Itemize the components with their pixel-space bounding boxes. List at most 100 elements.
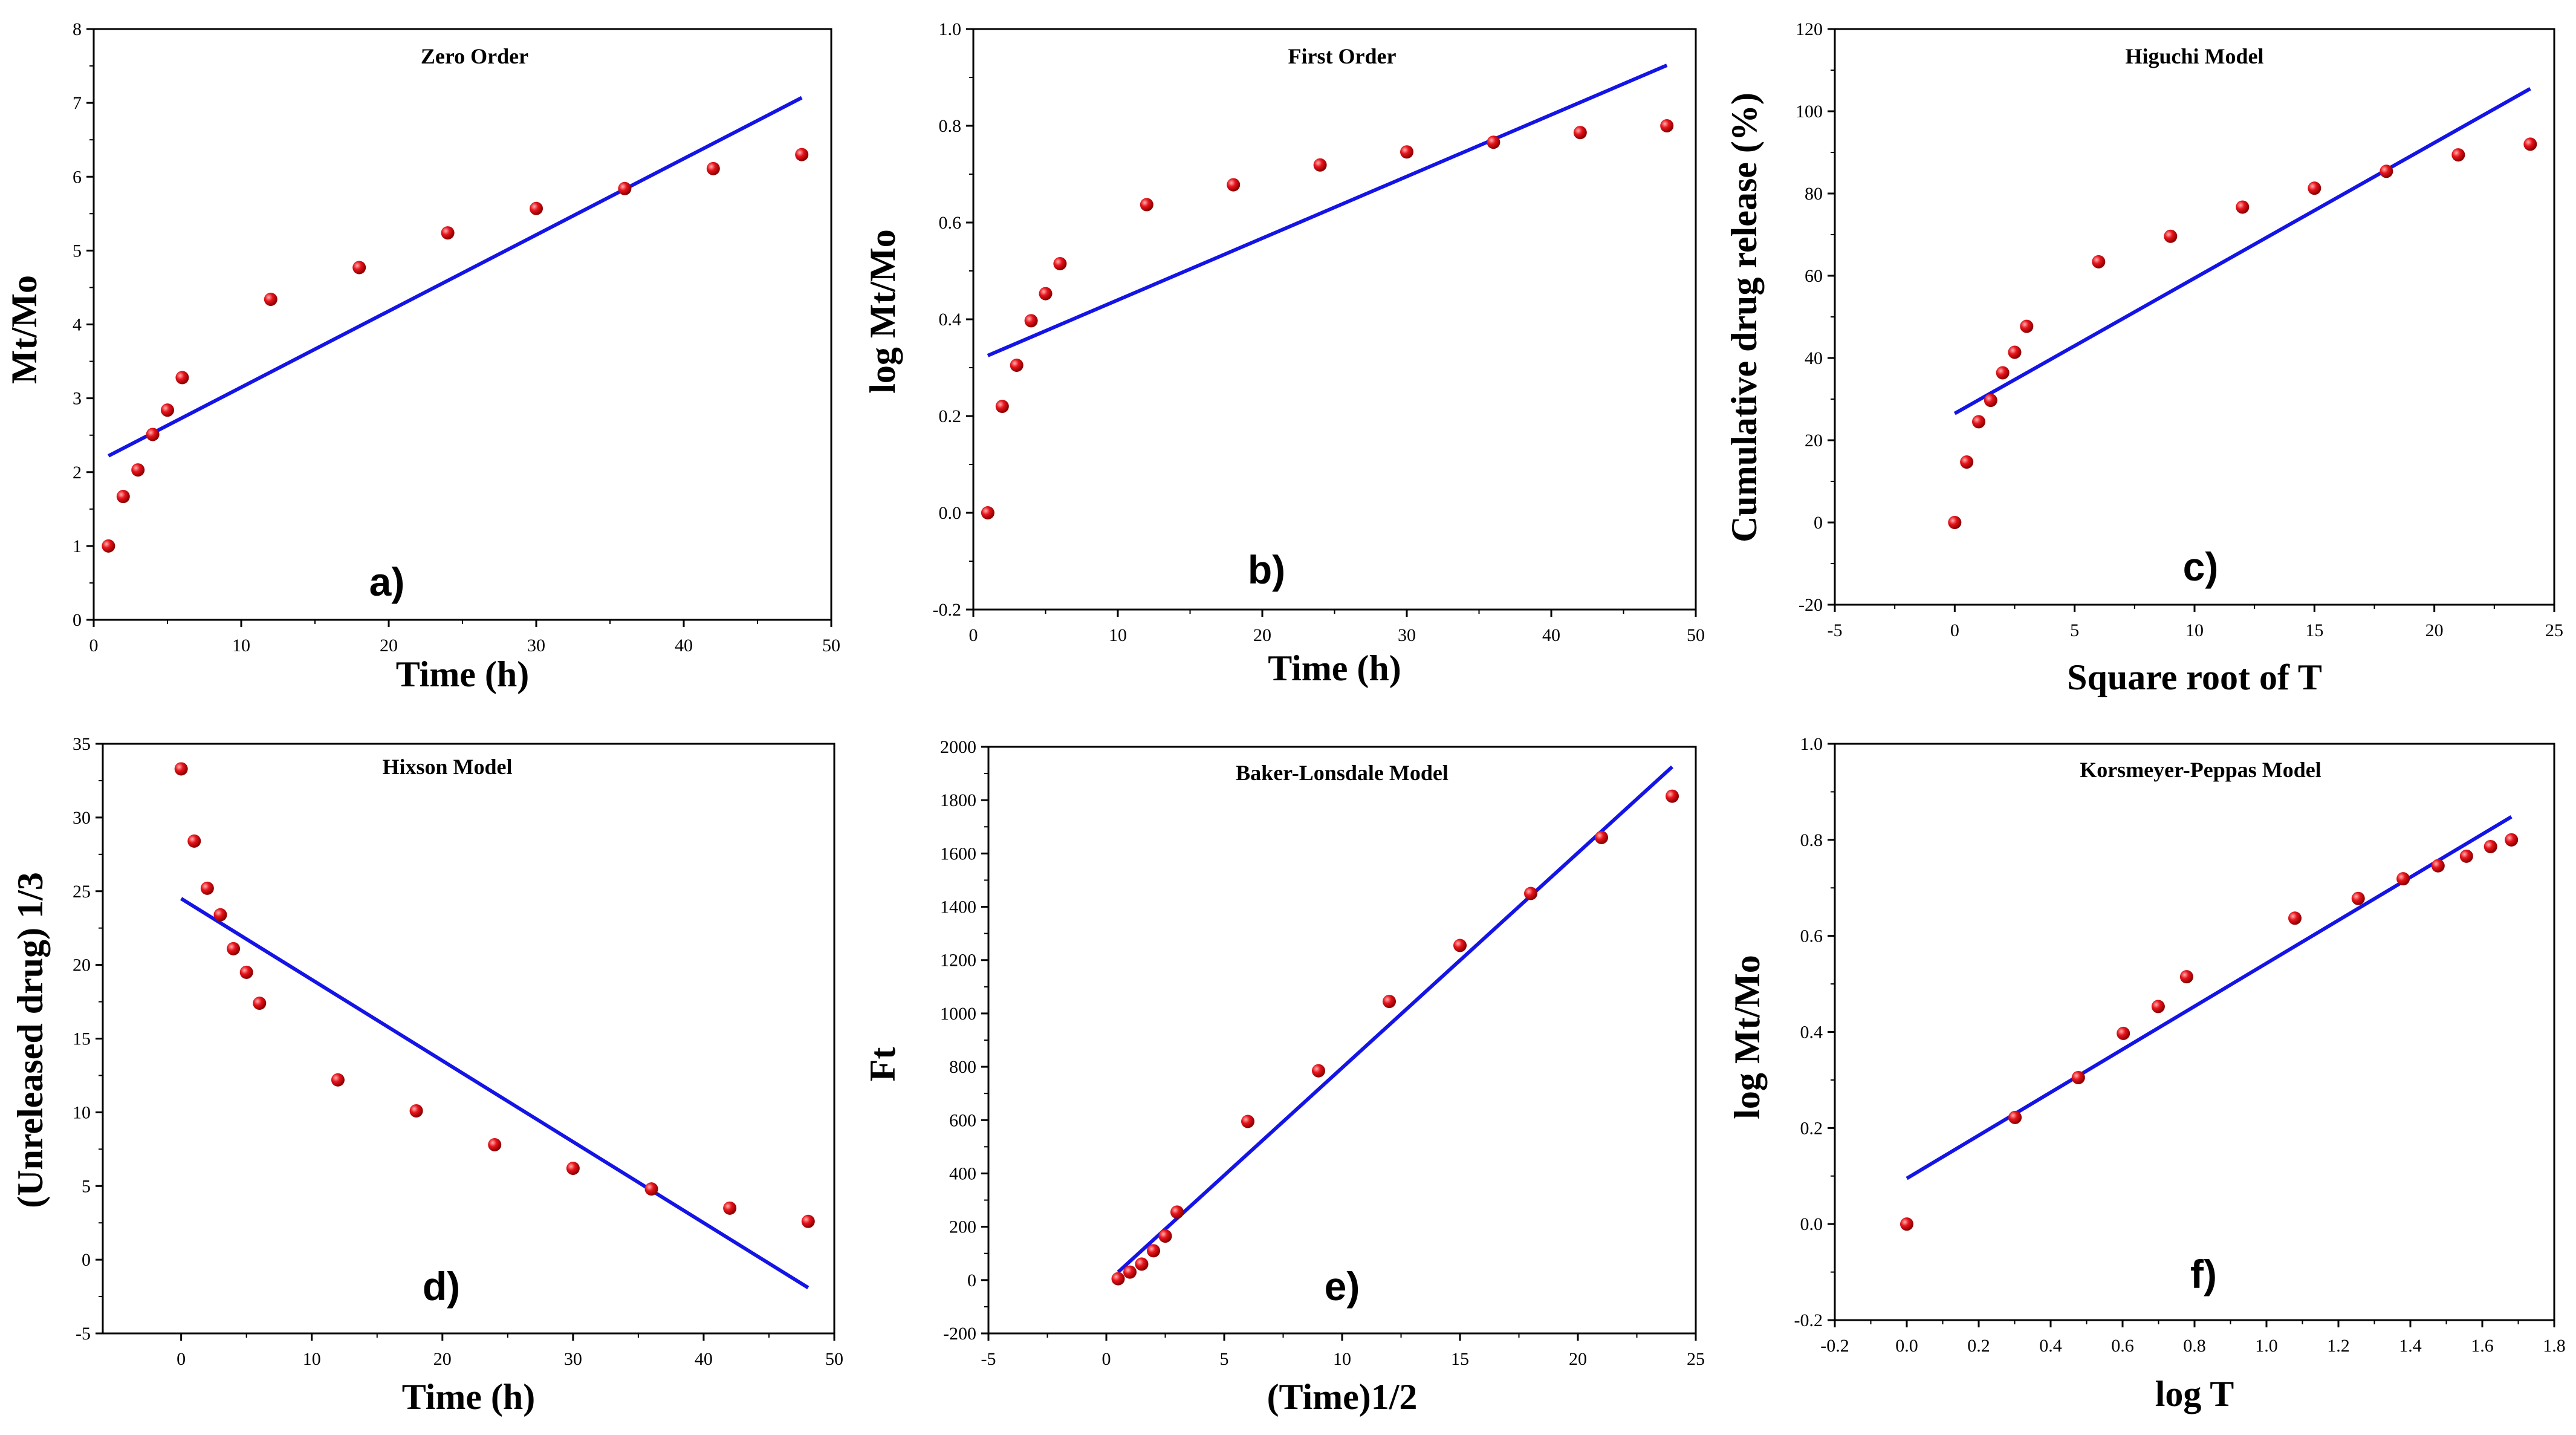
data-point bbox=[2351, 891, 2365, 905]
y-tick-label: 1600 bbox=[940, 844, 976, 864]
data-point bbox=[566, 1162, 580, 1175]
y-axis-title: (Unreleased drug) 1/3 bbox=[10, 872, 50, 1208]
data-point bbox=[2236, 200, 2250, 214]
x-tick-label: 0 bbox=[969, 625, 978, 645]
plot-frame bbox=[102, 743, 835, 1335]
y-tick-label: 600 bbox=[949, 1110, 976, 1130]
data-point bbox=[618, 181, 632, 195]
x-axis-title: Time (h) bbox=[396, 654, 530, 694]
data-point bbox=[1111, 1272, 1125, 1286]
x-tick-label: 0.4 bbox=[2039, 1336, 2062, 1356]
data-point bbox=[352, 261, 366, 275]
x-tick-label: 40 bbox=[695, 1349, 713, 1369]
data-point bbox=[2092, 255, 2106, 268]
panel-title: Korsmeyer-Peppas Model bbox=[2080, 758, 2321, 782]
y-tick-label: 0.6 bbox=[1800, 926, 1823, 946]
x-tick-label: 0 bbox=[1102, 1349, 1111, 1369]
y-tick-label: 30 bbox=[73, 808, 91, 828]
plot-frame bbox=[972, 28, 1697, 611]
data-point bbox=[161, 403, 174, 417]
data-point bbox=[995, 400, 1009, 413]
data-point bbox=[1900, 1217, 1913, 1231]
y-tick-label: 60 bbox=[1805, 266, 1823, 286]
panel-label: c) bbox=[2183, 544, 2219, 589]
y-tick-label: 0.2 bbox=[1800, 1118, 1823, 1138]
x-tick-label: 10 bbox=[1333, 1349, 1351, 1369]
x-tick-label: 10 bbox=[303, 1349, 321, 1369]
data-point bbox=[1147, 1244, 1160, 1258]
data-point bbox=[441, 226, 455, 240]
panel-label: e) bbox=[1325, 1264, 1360, 1309]
data-point bbox=[1312, 1064, 1325, 1078]
data-point bbox=[187, 834, 201, 848]
data-point bbox=[1972, 415, 1985, 429]
data-point bbox=[1984, 394, 1997, 408]
plot-frame bbox=[1834, 28, 2555, 606]
data-point bbox=[1010, 359, 1024, 372]
y-tick-label: -5 bbox=[76, 1324, 91, 1344]
data-point bbox=[2396, 872, 2410, 886]
x-tick-label: 15 bbox=[2305, 620, 2323, 640]
data-point bbox=[795, 148, 809, 161]
y-tick-label: 0 bbox=[73, 610, 82, 630]
data-point bbox=[2431, 859, 2445, 873]
data-point bbox=[801, 1214, 815, 1228]
x-tick-label: 0.2 bbox=[1967, 1336, 1990, 1356]
data-point bbox=[1666, 789, 1679, 803]
x-tick-label: -5 bbox=[981, 1349, 996, 1369]
x-tick-label: 0 bbox=[1950, 620, 1959, 640]
data-point bbox=[1227, 178, 1241, 192]
data-point bbox=[1039, 287, 1053, 301]
data-point bbox=[488, 1138, 502, 1151]
data-point bbox=[1123, 1265, 1137, 1279]
y-tick-label: 35 bbox=[73, 734, 91, 754]
x-tick-label: 1.6 bbox=[2471, 1336, 2494, 1356]
fit-line bbox=[1117, 765, 1674, 1274]
panel-title: Baker-Lonsdale Model bbox=[1236, 761, 1449, 785]
y-tick-label: 0.8 bbox=[1800, 830, 1823, 850]
x-tick-label: 10 bbox=[2185, 620, 2204, 640]
x-tick-label: 1.8 bbox=[2543, 1336, 2566, 1356]
x-tick-label: 1.4 bbox=[2399, 1336, 2422, 1356]
data-point bbox=[530, 201, 543, 215]
x-tick-label: 0 bbox=[89, 636, 99, 656]
data-point bbox=[239, 965, 253, 979]
data-point bbox=[409, 1104, 423, 1118]
data-point bbox=[1524, 887, 1537, 900]
data-point bbox=[1573, 126, 1587, 140]
data-point bbox=[2020, 319, 2034, 333]
y-tick-label: 5 bbox=[73, 241, 82, 261]
y-tick-label: 1200 bbox=[940, 951, 976, 971]
panel-f-korsmeyer-peppas-model: -0.2 0.0 0.2 0.4 0.6 0.8 1.0 1.2 1.4 1.6 1.8 -0.2 0.… bbox=[1727, 734, 2566, 1414]
panel-label: d) bbox=[423, 1264, 460, 1309]
x-tick-label: 50 bbox=[822, 636, 840, 656]
data-point bbox=[1595, 830, 1608, 844]
y-tick-label: 8 bbox=[73, 19, 82, 39]
data-point bbox=[2117, 1026, 2130, 1040]
y-tick-label: 100 bbox=[1796, 102, 1823, 122]
x-tick-label: 25 bbox=[2545, 620, 2563, 640]
y-tick-label: 25 bbox=[73, 882, 91, 902]
data-point bbox=[1158, 1229, 1172, 1243]
x-axis-title: Time (h) bbox=[402, 1377, 536, 1417]
x-axis-title: log T bbox=[2155, 1374, 2234, 1414]
data-point bbox=[2459, 849, 2473, 863]
data-point bbox=[146, 428, 160, 441]
fit-line bbox=[1953, 86, 2531, 415]
data-point bbox=[175, 371, 189, 385]
y-tick-label: 120 bbox=[1796, 19, 1823, 39]
y-tick-label: 1 bbox=[73, 536, 82, 556]
data-point bbox=[1140, 198, 1153, 212]
y-tick-label: -0.2 bbox=[1794, 1310, 1823, 1330]
panel-b-first-order: 0 10 20 30 40 50 -0.2 0.0 0.2 0.4 0.6 0.8 1.0 First O… bbox=[863, 19, 1705, 688]
data-point bbox=[1135, 1257, 1149, 1271]
data-point bbox=[2451, 148, 2465, 162]
data-point bbox=[2523, 137, 2537, 151]
x-tick-label: 0.6 bbox=[2111, 1336, 2134, 1356]
data-point bbox=[2164, 229, 2178, 243]
data-point bbox=[1453, 939, 1467, 952]
y-axis-title: Mt/Mo bbox=[4, 275, 44, 384]
data-point bbox=[1383, 995, 1396, 1009]
y-tick-label: 0 bbox=[1814, 513, 1823, 533]
